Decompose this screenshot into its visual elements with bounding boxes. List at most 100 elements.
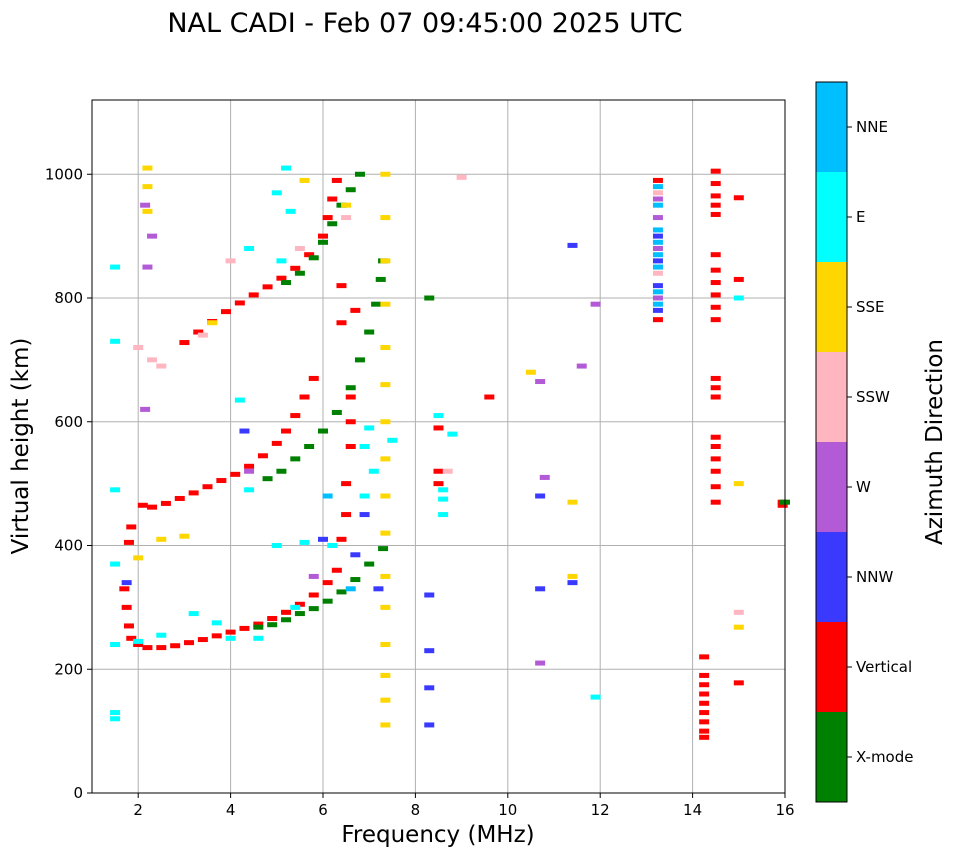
data-point xyxy=(147,233,158,239)
data-point xyxy=(294,270,305,276)
data-point xyxy=(387,437,398,443)
data-point xyxy=(184,640,195,646)
data-point xyxy=(710,385,721,391)
data-point xyxy=(710,317,721,323)
data-point xyxy=(710,434,721,440)
data-point xyxy=(137,502,148,508)
data-point xyxy=(267,616,278,622)
data-point xyxy=(424,685,435,691)
data-point xyxy=(281,428,292,434)
data-point xyxy=(147,504,158,510)
data-point xyxy=(299,394,310,400)
series-x-mode xyxy=(253,171,790,630)
data-point xyxy=(244,246,255,251)
data-point xyxy=(380,258,391,264)
grid-lines xyxy=(92,100,786,794)
data-point xyxy=(110,338,121,344)
data-point xyxy=(253,624,264,630)
data-point xyxy=(121,580,132,586)
data-point xyxy=(699,700,710,706)
data-point xyxy=(733,276,744,282)
series-nne xyxy=(322,184,663,592)
data-point xyxy=(156,536,167,542)
data-point xyxy=(380,672,391,678)
x-tick-label: 8 xyxy=(411,801,421,819)
data-point xyxy=(354,171,365,177)
colorbar-tick-label: SSE xyxy=(856,298,885,316)
y-axis-label: Virtual height (km) xyxy=(8,338,34,555)
data-point xyxy=(308,606,319,612)
data-point xyxy=(281,280,292,286)
data-point xyxy=(567,499,578,505)
data-point xyxy=(652,202,663,208)
colorbar-segment xyxy=(816,262,847,352)
data-point xyxy=(525,369,536,375)
data-point xyxy=(290,604,301,610)
data-point xyxy=(378,546,389,552)
data-point xyxy=(345,586,356,592)
data-point xyxy=(652,252,663,258)
data-point xyxy=(336,320,347,326)
data-point xyxy=(281,609,292,615)
data-point xyxy=(380,493,391,499)
data-point xyxy=(380,573,391,579)
data-point xyxy=(202,484,213,490)
data-point xyxy=(119,586,130,592)
data-point xyxy=(110,561,121,567)
data-point xyxy=(304,444,315,449)
data-point xyxy=(710,193,721,199)
data-point xyxy=(535,493,546,499)
data-point xyxy=(281,617,292,623)
series-e xyxy=(110,165,744,722)
data-point xyxy=(733,680,744,686)
series-ssw xyxy=(133,174,744,615)
data-point xyxy=(590,301,601,307)
data-point xyxy=(294,611,305,617)
data-point xyxy=(652,270,663,276)
data-point xyxy=(699,728,710,734)
y-tick-label: 0 xyxy=(73,784,83,802)
data-point xyxy=(380,604,391,610)
data-point xyxy=(318,536,328,542)
data-point xyxy=(345,385,356,391)
data-point xyxy=(276,468,287,474)
data-point xyxy=(652,317,663,323)
data-point xyxy=(331,409,342,415)
data-point xyxy=(652,233,663,239)
data-point xyxy=(336,536,347,542)
colorbar-tick-label: NNE xyxy=(856,118,888,136)
data-point xyxy=(710,181,721,187)
data-point xyxy=(253,635,264,641)
data-point xyxy=(197,637,208,643)
colorbar-tick-label: Vertical xyxy=(856,658,912,676)
data-point xyxy=(371,301,382,307)
x-tick-label: 4 xyxy=(226,801,236,819)
data-point xyxy=(216,478,227,484)
data-point xyxy=(345,444,356,449)
data-point xyxy=(308,375,319,381)
data-point xyxy=(110,710,121,716)
colorbar-tick-label: X-mode xyxy=(856,748,913,766)
data-point xyxy=(294,246,305,251)
x-tick-label: 12 xyxy=(591,801,610,819)
data-point xyxy=(294,601,305,607)
data-point xyxy=(652,264,663,270)
data-point xyxy=(710,304,721,310)
data-point xyxy=(535,379,546,385)
data-point xyxy=(699,672,710,678)
data-point xyxy=(244,468,255,474)
data-point xyxy=(359,512,370,518)
x-tick-label: 10 xyxy=(498,801,517,819)
data-point xyxy=(576,363,587,369)
data-point xyxy=(290,265,301,271)
data-point xyxy=(188,490,199,496)
data-point xyxy=(327,543,338,548)
data-point xyxy=(262,284,273,290)
y-tick-label: 200 xyxy=(54,660,83,678)
data-point xyxy=(276,258,287,264)
data-point xyxy=(262,476,273,482)
data-point xyxy=(438,512,449,518)
data-point xyxy=(318,239,328,245)
data-point xyxy=(699,691,710,697)
data-point xyxy=(140,202,151,208)
